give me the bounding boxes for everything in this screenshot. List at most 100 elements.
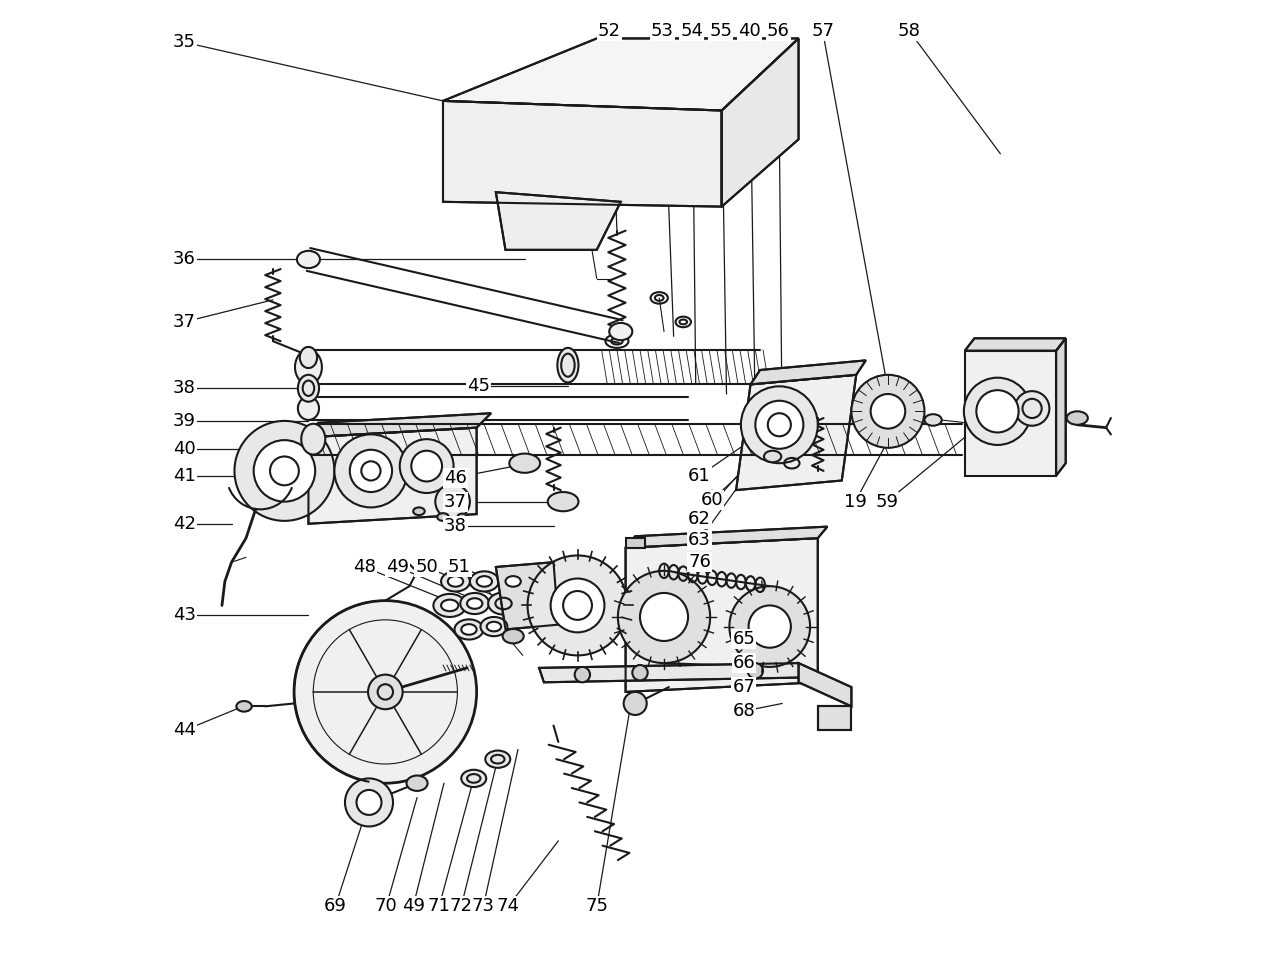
Polygon shape [626,538,818,692]
Circle shape [640,593,689,641]
Circle shape [851,375,924,448]
Text: 45: 45 [467,378,490,395]
Text: 71: 71 [428,898,451,915]
Circle shape [977,390,1019,432]
Ellipse shape [480,617,507,636]
Text: 41: 41 [173,467,196,484]
Text: 40: 40 [739,22,760,39]
Polygon shape [308,413,492,437]
Text: 61: 61 [689,467,710,484]
Ellipse shape [486,622,502,631]
Ellipse shape [294,350,321,384]
Ellipse shape [548,492,579,511]
Ellipse shape [467,598,483,609]
Ellipse shape [301,424,325,455]
Text: 40: 40 [173,440,196,457]
Circle shape [632,665,648,680]
Ellipse shape [442,571,470,591]
Text: 62: 62 [689,510,710,528]
Text: 36: 36 [173,251,196,268]
Text: 39: 39 [173,412,196,430]
Circle shape [748,663,763,678]
Ellipse shape [434,594,466,617]
Ellipse shape [457,513,467,520]
Circle shape [730,586,810,667]
Circle shape [527,555,627,655]
Ellipse shape [461,625,476,635]
Polygon shape [626,538,645,548]
Circle shape [294,601,476,783]
Circle shape [964,378,1032,445]
Text: 42: 42 [173,515,196,532]
Text: 57: 57 [812,22,835,39]
Circle shape [618,571,710,663]
Circle shape [435,484,470,519]
Polygon shape [443,38,799,111]
Ellipse shape [476,576,492,586]
Text: 55: 55 [709,22,732,39]
Text: 74: 74 [497,898,520,915]
Circle shape [1015,391,1050,426]
Polygon shape [799,663,851,706]
Polygon shape [1056,338,1066,476]
Polygon shape [308,428,476,524]
Polygon shape [495,562,558,629]
Circle shape [550,579,604,632]
Text: 38: 38 [444,517,467,534]
Text: 52: 52 [598,22,621,39]
Text: 49: 49 [387,558,410,576]
Circle shape [234,421,334,521]
Ellipse shape [503,628,524,644]
Text: 19: 19 [844,493,867,510]
Text: 56: 56 [767,22,790,39]
Text: 58: 58 [897,22,920,39]
Bar [965,351,1056,476]
Text: 72: 72 [449,898,472,915]
Ellipse shape [448,576,463,586]
Ellipse shape [461,770,486,787]
Polygon shape [626,527,827,548]
Circle shape [369,675,403,709]
Text: 75: 75 [585,898,608,915]
Ellipse shape [488,592,518,615]
Polygon shape [495,192,621,250]
Circle shape [411,451,442,481]
Circle shape [346,778,393,826]
Ellipse shape [237,701,252,711]
Circle shape [870,394,905,429]
Ellipse shape [764,451,781,462]
Polygon shape [750,360,865,384]
Polygon shape [722,38,799,207]
Ellipse shape [509,454,540,473]
Ellipse shape [609,323,632,340]
Circle shape [623,692,646,715]
Circle shape [749,605,791,648]
Ellipse shape [454,619,484,640]
Text: 63: 63 [689,531,710,549]
Text: 35: 35 [173,34,196,51]
Ellipse shape [485,751,511,768]
Text: 50: 50 [415,558,438,576]
Circle shape [399,439,453,493]
Ellipse shape [407,776,428,791]
Polygon shape [965,338,1066,351]
Ellipse shape [413,507,425,515]
Ellipse shape [924,414,942,426]
Circle shape [349,450,392,492]
Polygon shape [539,663,804,682]
Polygon shape [443,101,722,207]
Circle shape [357,790,381,815]
Text: 53: 53 [650,22,673,39]
Text: 67: 67 [732,678,755,696]
Circle shape [741,386,818,463]
Circle shape [755,401,804,449]
Ellipse shape [499,571,527,591]
Text: 44: 44 [173,722,196,739]
Text: 68: 68 [732,702,755,720]
Ellipse shape [297,251,320,268]
Text: 54: 54 [681,22,704,39]
Text: 70: 70 [375,898,398,915]
Ellipse shape [438,513,449,521]
Text: 59: 59 [876,493,899,510]
Ellipse shape [1066,411,1088,425]
